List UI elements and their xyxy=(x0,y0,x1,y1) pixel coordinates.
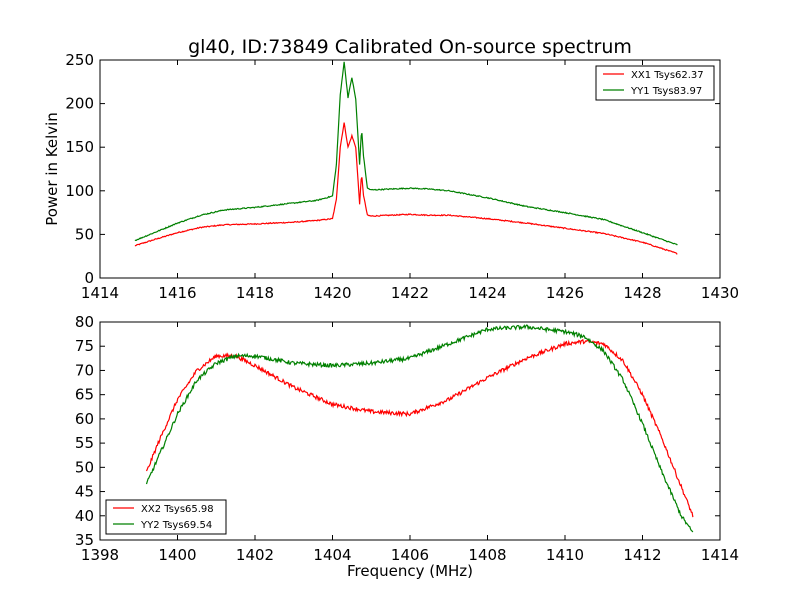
top-series-line-0 xyxy=(134,122,678,255)
x-axis-label: Frequency (MHz) xyxy=(347,562,473,580)
bot-xtick-label: 1406 xyxy=(391,546,429,564)
bot-xtick-label: 1412 xyxy=(623,546,661,564)
bot-xtick-label: 1398 xyxy=(81,546,119,564)
top-ytick-label: 200 xyxy=(65,95,94,113)
top-series-line-1 xyxy=(134,61,678,246)
top-legend: XX1 Tsys62.37 YY1 Tsys83.97 xyxy=(595,65,715,101)
bot-ytick-label: 80 xyxy=(75,313,94,331)
bot-xtick-label: 1402 xyxy=(236,546,274,564)
bot-series-line-1 xyxy=(145,324,694,533)
top-ytick-label: 100 xyxy=(65,182,94,200)
bottom-plot: 1398 1400 1402 1404 1406 1408 1410 1412 1414 35 4… xyxy=(75,313,739,580)
top-xtick-label: 1424 xyxy=(468,284,506,302)
bot-ytick-label: 40 xyxy=(75,507,94,525)
legend-label-yy2: YY2 Tsys69.54 xyxy=(140,520,212,531)
top-xtick-label: 1422 xyxy=(391,284,429,302)
top-xtick-label: 1426 xyxy=(546,284,584,302)
bottom-legend: XX2 Tsys65.98 YY2 Tsys69.54 xyxy=(105,499,227,535)
top-xtick-label: 1430 xyxy=(701,284,739,302)
top-xtick-label: 1414 xyxy=(81,284,119,302)
top-xtick-label: 1420 xyxy=(313,284,351,302)
legend-label-yy1: YY1 Tsys83.97 xyxy=(630,86,702,97)
bot-ytick-label: 75 xyxy=(75,337,94,355)
top-ytick-label: 50 xyxy=(75,225,94,243)
top-xtick-label: 1416 xyxy=(158,284,196,302)
top-ytick-label: 0 xyxy=(84,269,94,287)
legend-label-xx1: XX1 Tsys62.37 xyxy=(631,70,704,81)
bot-xtick-label: 1400 xyxy=(158,546,196,564)
top-y-axis-label: Power in Kelvin xyxy=(43,112,61,226)
top-ytick-label: 250 xyxy=(65,51,94,69)
bot-ytick-label: 35 xyxy=(75,531,94,549)
bot-ytick-label: 50 xyxy=(75,458,94,476)
bot-xtick-label: 1414 xyxy=(701,546,739,564)
top-xtick-label: 1428 xyxy=(623,284,661,302)
bot-xtick-label: 1410 xyxy=(546,546,584,564)
top-ytick-label: 150 xyxy=(65,138,94,156)
legend-label-xx2: XX2 Tsys65.98 xyxy=(141,504,214,515)
bot-xtick-label: 1404 xyxy=(313,546,351,564)
chart-title: gl40, ID:73849 Calibrated On-source spec… xyxy=(188,36,632,58)
bot-ytick-label: 70 xyxy=(75,361,94,379)
top-xtick-label: 1418 xyxy=(236,284,274,302)
bot-ytick-label: 45 xyxy=(75,483,94,501)
top-plot: 1414 1416 1418 1420 1422 1424 1426 1428 1430 0 50… xyxy=(43,51,739,302)
bot-ytick-label: 65 xyxy=(75,386,94,404)
bot-xtick-label: 1408 xyxy=(468,546,506,564)
bot-ytick-label: 55 xyxy=(75,434,94,452)
bot-ytick-label: 60 xyxy=(75,410,94,428)
